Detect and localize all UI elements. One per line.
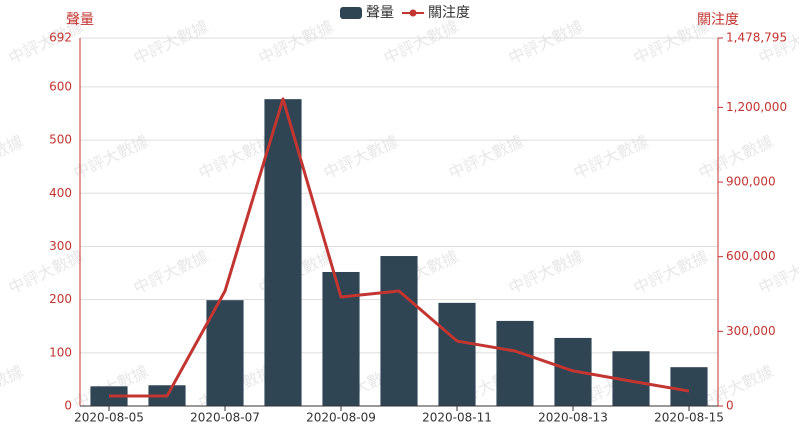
bar (380, 256, 418, 406)
watermark: 中評大數據 (446, 132, 527, 183)
watermark: 中評大數據 (6, 247, 87, 298)
x-tick-label: 2020-08-13 (538, 411, 608, 425)
watermark: 中評大數據 (0, 362, 26, 413)
watermark: 中評大數據 (381, 17, 462, 68)
x-tick-label: 2020-08-15 (654, 411, 724, 425)
y-axis-title: 聲量 (66, 11, 94, 28)
watermark: 中評大數據 (506, 17, 587, 68)
bar (206, 300, 244, 406)
bar (670, 367, 708, 406)
y-tick-label: 100 (49, 345, 72, 359)
y-tick-label: 692 (49, 31, 72, 45)
y-tick-label: 600 (49, 79, 72, 93)
y-tick-label: 0 (64, 399, 72, 413)
y-tick-label: 400 (49, 186, 72, 200)
y-tick-label: 500 (49, 133, 72, 147)
x-tick-label: 2020-08-11 (422, 411, 492, 425)
legend-swatch (340, 7, 362, 19)
legend-dot (409, 9, 417, 17)
watermark: 中評大數據 (256, 17, 337, 68)
bar (438, 302, 476, 406)
y-tick-label: 300 (49, 239, 72, 253)
watermark: 中評大數據 (631, 247, 712, 298)
x-tick-label: 2020-08-09 (306, 411, 376, 425)
y-tick-label: 200 (49, 292, 72, 306)
y2-tick-label: 900,000 (726, 175, 776, 189)
y2-tick-label: 600,000 (726, 249, 776, 263)
line (109, 97, 690, 398)
bar (496, 320, 534, 406)
legend-label: 聲量 (366, 4, 394, 21)
watermark: 中評大數據 (506, 247, 587, 298)
watermark: 中評大數據 (131, 17, 212, 68)
y2-axis-title: 關注度 (697, 12, 739, 28)
watermark: 中評大數據 (131, 247, 212, 298)
y2-tick-label: 300,000 (726, 324, 776, 338)
watermark: 中評大數據 (571, 132, 652, 183)
y2-tick-label: 1,478,795 (726, 31, 787, 45)
x-tick-label: 2020-08-07 (190, 411, 260, 425)
y2-tick-label: 1,200,000 (726, 100, 787, 114)
y2-tick-label: 0 (726, 399, 734, 413)
watermark: 中評大數據 (0, 132, 26, 183)
x-tick-label: 2020-08-05 (74, 411, 144, 425)
watermark: 中評大數據 (321, 132, 402, 183)
watermark: 中評大數據 (71, 132, 152, 183)
legend-label: 關注度 (428, 5, 470, 21)
bar (264, 99, 302, 406)
watermark: 中評大數據 (696, 362, 777, 413)
